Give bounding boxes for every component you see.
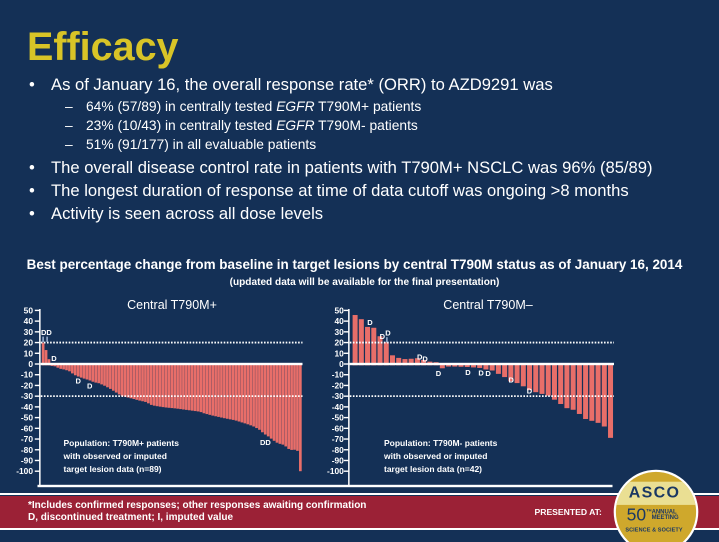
svg-text:D: D xyxy=(417,352,423,361)
svg-text:-80: -80 xyxy=(21,445,33,455)
svg-text:-40: -40 xyxy=(332,402,344,412)
svg-text:-10: -10 xyxy=(332,370,344,380)
svg-text:D: D xyxy=(465,368,471,377)
svg-text:D: D xyxy=(527,387,533,396)
svg-text:40: 40 xyxy=(24,316,34,326)
svg-text:10: 10 xyxy=(24,348,34,358)
svg-text:D: D xyxy=(385,328,391,337)
svg-text:DD: DD xyxy=(260,438,271,447)
svg-text:-60: -60 xyxy=(332,423,344,433)
svg-text:D: D xyxy=(509,375,515,384)
svg-text:-70: -70 xyxy=(21,434,33,444)
svg-text:D: D xyxy=(436,369,442,378)
svg-text:-80: -80 xyxy=(332,445,344,455)
svg-text:D: D xyxy=(367,318,373,327)
svg-text:-50: -50 xyxy=(332,413,344,423)
svg-text:TH: TH xyxy=(646,507,651,512)
svg-text:50: 50 xyxy=(24,305,34,315)
svg-text:MEETING: MEETING xyxy=(652,515,679,521)
svg-text:-20: -20 xyxy=(21,380,33,390)
svg-text:ASCO: ASCO xyxy=(629,484,680,501)
svg-text:10: 10 xyxy=(334,348,344,358)
svg-text:D: D xyxy=(87,382,93,391)
svg-text:30: 30 xyxy=(24,327,34,337)
svg-text:-70: -70 xyxy=(332,434,344,444)
svg-text:-60: -60 xyxy=(21,423,33,433)
svg-text:SCIENCE & SOCIETY: SCIENCE & SOCIETY xyxy=(626,527,684,533)
svg-text:-40: -40 xyxy=(21,402,33,412)
svg-text:50: 50 xyxy=(627,504,647,524)
svg-text:-90: -90 xyxy=(332,455,344,465)
svg-text:0: 0 xyxy=(28,359,33,369)
svg-text:-90: -90 xyxy=(21,455,33,465)
svg-text:20: 20 xyxy=(334,338,344,348)
svg-text:20: 20 xyxy=(24,338,34,348)
svg-text:D: D xyxy=(76,376,82,385)
svg-text:ANNUAL: ANNUAL xyxy=(652,509,677,515)
svg-text:D: D xyxy=(380,332,386,341)
svg-text:D: D xyxy=(51,354,57,363)
svg-text:40: 40 xyxy=(334,316,344,326)
svg-text:D: D xyxy=(422,355,428,364)
svg-text:-30: -30 xyxy=(21,391,33,401)
svg-text:DD: DD xyxy=(41,328,52,337)
svg-text:-100: -100 xyxy=(16,466,33,476)
svg-text:-10: -10 xyxy=(21,370,33,380)
svg-text:D: D xyxy=(478,368,484,377)
svg-text:30: 30 xyxy=(334,327,344,337)
svg-text:D: D xyxy=(485,369,491,378)
svg-text:-30: -30 xyxy=(332,391,344,401)
svg-text:50: 50 xyxy=(334,305,344,315)
svg-text:0: 0 xyxy=(339,359,344,369)
svg-text:-20: -20 xyxy=(332,380,344,390)
svg-text:-50: -50 xyxy=(21,413,33,423)
svg-text:-100: -100 xyxy=(327,466,344,476)
